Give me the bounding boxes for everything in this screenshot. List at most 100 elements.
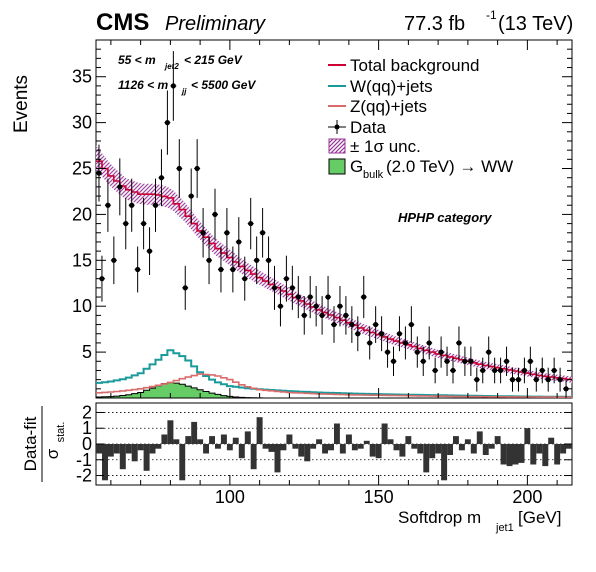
data-point	[455, 326, 462, 360]
pull-bar	[143, 444, 150, 471]
data-point-marker	[289, 285, 295, 291]
pull-bar	[316, 439, 323, 444]
x-tick-label: 200	[512, 487, 542, 507]
data-point	[188, 168, 195, 224]
pull-bar	[417, 444, 424, 454]
pull-bar	[310, 444, 317, 449]
data-point-marker	[337, 303, 343, 309]
legend-data-label: Data	[350, 118, 386, 137]
data-point	[325, 275, 332, 319]
data-point	[497, 357, 504, 384]
pull-bar	[500, 444, 507, 465]
legend-entry-unc: ± 1σ unc.	[328, 137, 421, 156]
data-point-marker	[521, 367, 528, 374]
pull-bar	[530, 444, 537, 465]
data-point	[253, 236, 260, 285]
legend-total-label: Total background	[350, 56, 479, 75]
pull-bar	[524, 428, 531, 444]
data-point-marker	[105, 202, 111, 208]
data-point	[313, 286, 320, 327]
x-axis-title-main: Softdrop m	[398, 508, 481, 527]
pull-bar	[220, 434, 227, 444]
legend-signal-swatch	[328, 158, 346, 175]
cut1-range: < 215 GeV	[184, 53, 243, 67]
pull-bar	[334, 423, 340, 444]
data-point-marker	[212, 211, 218, 218]
data-point	[539, 357, 546, 384]
pull-bar	[179, 444, 186, 481]
legend-entry-data: Data	[328, 118, 386, 137]
data-point-marker	[99, 276, 105, 282]
data-point	[420, 346, 427, 376]
data-point-marker	[456, 340, 462, 346]
data-point	[277, 286, 284, 327]
data-point	[461, 346, 468, 376]
data-point	[390, 346, 397, 376]
data-point	[366, 326, 373, 360]
pull-bar	[262, 444, 269, 449]
x-axis-title-unit: [GeV]	[518, 508, 561, 527]
pull-bar	[488, 444, 495, 449]
pull-bar	[137, 444, 144, 451]
data-point-marker	[117, 184, 123, 190]
pull-bar	[232, 437, 239, 444]
data-point-marker	[265, 257, 272, 263]
pull-bar	[119, 444, 126, 470]
data-point-marker	[361, 294, 367, 300]
data-point-marker	[432, 367, 438, 374]
data-point-marker	[325, 294, 331, 300]
data-point	[408, 306, 415, 343]
data-point	[414, 336, 421, 368]
data-point	[206, 236, 213, 285]
data-point-marker	[123, 220, 129, 227]
data-point-marker	[402, 340, 408, 346]
data-point	[479, 357, 486, 384]
pull-bar	[464, 439, 471, 444]
data-point	[235, 217, 242, 267]
data-point-marker	[450, 367, 456, 374]
pull-bar	[512, 444, 519, 465]
y-tick-label: 20	[72, 204, 92, 224]
data-point	[360, 275, 367, 319]
lumi-exponent: -1	[486, 8, 497, 22]
pull-bar	[209, 436, 215, 444]
pull-tick-label: -2	[76, 466, 92, 486]
pull-bar	[203, 444, 209, 454]
lumi-energy: (13 TeV)	[498, 13, 573, 35]
zjets-curve	[96, 373, 572, 398]
pull-bar	[423, 444, 430, 473]
main-plot-area	[96, 51, 572, 398]
data-point	[140, 197, 147, 250]
data-point-marker	[271, 285, 278, 291]
data-point-marker	[551, 367, 557, 374]
uncertainty-band	[96, 145, 572, 383]
legend-signal-g: G	[350, 157, 363, 176]
data-point	[122, 197, 129, 250]
pull-bar	[322, 444, 328, 454]
data-point	[283, 255, 290, 302]
pull-bar	[470, 444, 477, 454]
data-point	[200, 207, 207, 258]
data-point-marker	[283, 276, 289, 282]
pull-bar	[107, 444, 114, 457]
data-point-marker	[557, 377, 563, 383]
pull-bar	[173, 439, 180, 444]
data-point	[557, 367, 564, 392]
pull-bar	[536, 444, 543, 454]
pull-bar	[238, 444, 245, 459]
pull-bar	[506, 444, 513, 467]
data-point-marker	[158, 175, 165, 181]
data-point-marker	[242, 276, 248, 282]
pull-bar	[131, 444, 138, 462]
data-point-marker	[200, 230, 206, 236]
data-point	[241, 256, 248, 301]
legend-zjets-label: Z(qq)+jets	[350, 97, 427, 116]
data-point-marker	[515, 377, 522, 383]
pull-bar	[268, 444, 275, 452]
legend-entry-total: Total background	[328, 56, 479, 75]
pull-bar	[351, 444, 358, 451]
pull-bar	[256, 417, 263, 444]
pull-bar	[286, 434, 293, 444]
data-point	[176, 139, 183, 198]
